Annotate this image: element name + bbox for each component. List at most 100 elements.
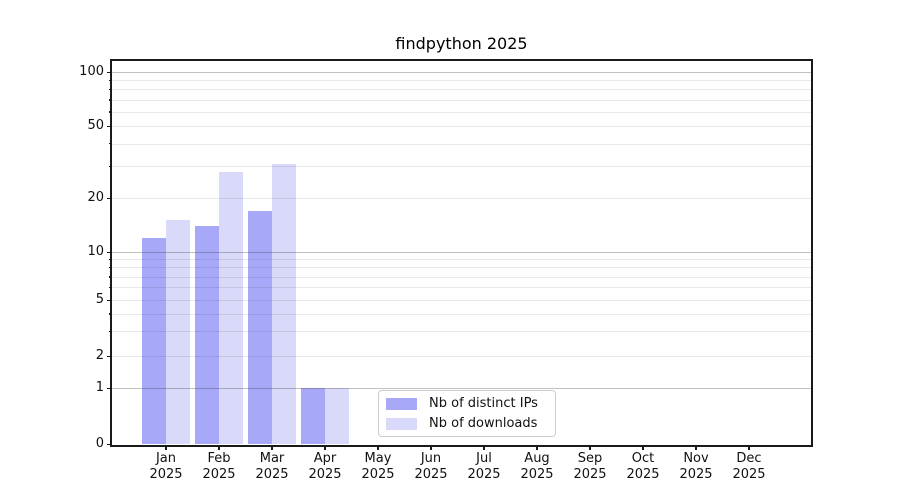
x-tick-mark bbox=[218, 445, 220, 450]
x-tick-year: 2025 bbox=[149, 467, 183, 482]
x-tick-label: Jul 2025 bbox=[452, 451, 516, 483]
x-tick-year: 2025 bbox=[308, 467, 342, 482]
y-tick-mark-minor bbox=[109, 88, 112, 91]
x-tick-month: Oct bbox=[631, 451, 655, 466]
x-tick-mark bbox=[165, 445, 167, 450]
x-tick-year: 2025 bbox=[520, 467, 554, 482]
x-tick-year: 2025 bbox=[626, 467, 660, 482]
gridline-minor bbox=[112, 99, 811, 101]
gridline-minor bbox=[112, 80, 811, 82]
legend-entry: Nb of downloads bbox=[386, 416, 548, 432]
x-tick-label: Dec 2025 bbox=[717, 451, 781, 483]
y-tick-label: 10 bbox=[87, 244, 104, 259]
legend-entry: Nb of distinct IPs bbox=[386, 396, 548, 412]
x-tick-mark bbox=[377, 445, 379, 450]
legend-swatch-downloads bbox=[386, 417, 417, 430]
x-tick-year: 2025 bbox=[679, 467, 713, 482]
y-tick-label: 50 bbox=[87, 118, 104, 133]
y-tick-mark-minor bbox=[109, 79, 112, 82]
gridline-major bbox=[112, 388, 811, 389]
y-tick-mark-minor bbox=[109, 258, 112, 261]
y-tick-mark bbox=[107, 299, 112, 301]
bar-downloads bbox=[166, 220, 190, 444]
y-tick-mark bbox=[107, 355, 112, 357]
bar-distinct-ips bbox=[248, 210, 272, 444]
legend: Nb of distinct IPs Nb of downloads bbox=[378, 390, 556, 437]
y-tick-mark bbox=[107, 443, 112, 445]
x-tick-mark bbox=[324, 445, 326, 450]
gridline-minor bbox=[112, 143, 811, 145]
y-tick-label: 2 bbox=[95, 348, 104, 363]
x-tick-label: Jan 2025 bbox=[134, 451, 198, 483]
gridline-minor bbox=[112, 198, 811, 199]
y-tick-mark-minor bbox=[109, 313, 112, 315]
y-tick-label: 100 bbox=[79, 64, 104, 79]
x-tick-year: 2025 bbox=[414, 467, 448, 482]
gridline-minor bbox=[112, 267, 811, 269]
x-tick-mark bbox=[695, 445, 697, 450]
gridline-major bbox=[112, 252, 811, 253]
x-tick-month: Feb bbox=[207, 451, 231, 466]
y-tick-label: 0 bbox=[95, 436, 104, 451]
x-tick-month: Nov bbox=[683, 451, 709, 466]
gridline-minor bbox=[112, 300, 811, 301]
x-tick-month: Jun bbox=[420, 451, 442, 466]
x-tick-month: Sep bbox=[577, 451, 603, 466]
y-tick-mark-minor bbox=[109, 266, 112, 269]
bar-distinct-ips bbox=[301, 388, 325, 444]
x-tick-mark bbox=[483, 445, 485, 450]
plot-area: Nb of distinct IPs Nb of downloads bbox=[112, 61, 811, 445]
x-tick-year: 2025 bbox=[361, 467, 395, 482]
x-tick-year: 2025 bbox=[467, 467, 501, 482]
y-tick-mark-minor bbox=[109, 111, 112, 113]
y-tick-label: 5 bbox=[95, 292, 104, 307]
y-tick-mark bbox=[107, 387, 112, 389]
y-tick-mark-minor bbox=[109, 165, 112, 168]
legend-label: Nb of downloads bbox=[429, 416, 538, 431]
x-tick-month: Jul bbox=[476, 451, 492, 466]
x-tick-label: Apr 2025 bbox=[293, 451, 357, 483]
x-tick-label: Mar 2025 bbox=[240, 451, 304, 483]
gridline-minor bbox=[112, 356, 811, 357]
y-tick-mark bbox=[107, 197, 112, 199]
legend-label: Nb of distinct IPs bbox=[429, 396, 538, 411]
x-tick-year: 2025 bbox=[732, 467, 766, 482]
x-tick-mark bbox=[536, 445, 538, 450]
x-tick-mark bbox=[589, 445, 591, 450]
x-tick-year: 2025 bbox=[573, 467, 607, 482]
y-tick-mark bbox=[107, 251, 112, 253]
x-tick-label: Sep 2025 bbox=[558, 451, 622, 483]
gridline-minor bbox=[112, 331, 811, 333]
x-tick-mark bbox=[642, 445, 644, 450]
x-tick-year: 2025 bbox=[202, 467, 236, 482]
bar-downloads bbox=[325, 388, 349, 444]
x-tick-month: Apr bbox=[313, 451, 337, 466]
bar-distinct-ips bbox=[195, 225, 219, 444]
x-tick-year: 2025 bbox=[255, 467, 289, 482]
gridline-minor bbox=[112, 126, 811, 127]
gridline-minor bbox=[112, 276, 811, 278]
x-tick-mark bbox=[430, 445, 432, 450]
bar-downloads bbox=[219, 171, 243, 444]
legend-swatch-distinct-ips bbox=[386, 397, 417, 410]
x-tick-mark bbox=[748, 445, 750, 450]
x-tick-month: Mar bbox=[259, 451, 285, 466]
x-tick-mark bbox=[271, 445, 273, 450]
y-tick-mark bbox=[107, 71, 112, 73]
y-tick-mark-minor bbox=[109, 330, 112, 333]
y-tick-mark-minor bbox=[109, 276, 112, 278]
gridline-minor bbox=[112, 287, 811, 289]
x-tick-month: Aug bbox=[524, 451, 550, 466]
gridline-minor bbox=[112, 313, 811, 315]
x-tick-label: Aug 2025 bbox=[505, 451, 569, 483]
x-tick-label: Jun 2025 bbox=[399, 451, 463, 483]
gridline-minor bbox=[112, 89, 811, 91]
x-tick-month: Jan bbox=[155, 451, 177, 466]
y-tick-mark-minor bbox=[109, 286, 112, 289]
gridline-minor bbox=[112, 111, 811, 113]
x-tick-label: Nov 2025 bbox=[664, 451, 728, 483]
chart-title: findpython 2025 bbox=[395, 34, 528, 53]
gridline-minor bbox=[112, 259, 811, 261]
y-tick-mark-minor bbox=[109, 99, 112, 101]
gridline-minor bbox=[112, 166, 811, 168]
